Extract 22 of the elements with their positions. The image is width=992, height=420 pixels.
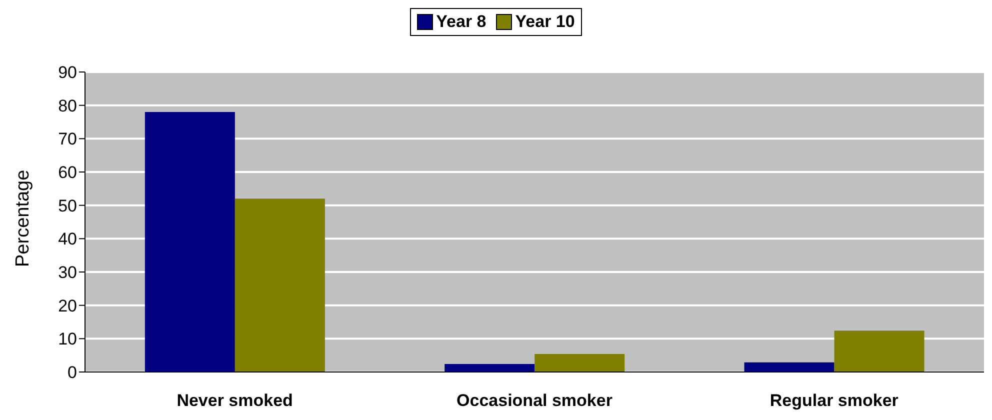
- y-tick-label: 40: [58, 230, 77, 249]
- bar: [744, 362, 834, 372]
- y-axis-title: Percentage: [12, 170, 34, 267]
- bar: [834, 330, 924, 372]
- x-tick-label: Regular smoker: [770, 391, 899, 410]
- x-tick-label: Never smoked: [176, 391, 293, 410]
- bar: [534, 354, 625, 372]
- y-tick-label: 0: [68, 363, 77, 382]
- y-tick-label: 60: [58, 163, 77, 182]
- y-tick-label: 80: [58, 96, 77, 116]
- y-tick-label: 30: [58, 263, 77, 282]
- bar: [444, 364, 535, 372]
- y-tick-label: 10: [58, 330, 77, 349]
- y-tick-label: 90: [58, 63, 77, 82]
- legend-label: Year 8: [435, 12, 486, 32]
- y-tick-label: 50: [58, 196, 77, 216]
- bar: [144, 112, 235, 372]
- y-tick-label: 20: [58, 296, 77, 316]
- y-tick-label: 70: [58, 130, 77, 149]
- x-tick-label: Occasional smoker: [456, 391, 613, 410]
- legend-label: Year 10: [514, 12, 575, 32]
- bar: [234, 198, 325, 372]
